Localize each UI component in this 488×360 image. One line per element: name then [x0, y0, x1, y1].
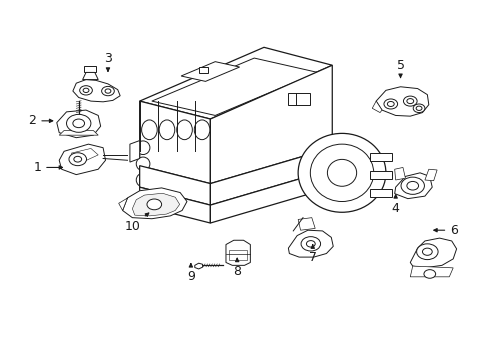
- Text: 6: 6: [433, 224, 457, 237]
- Ellipse shape: [142, 120, 157, 140]
- Text: 7: 7: [308, 245, 316, 264]
- Text: 1: 1: [33, 161, 62, 174]
- Polygon shape: [119, 198, 127, 211]
- Polygon shape: [122, 188, 186, 219]
- Ellipse shape: [298, 134, 385, 212]
- Circle shape: [83, 88, 89, 93]
- Circle shape: [416, 244, 437, 260]
- Text: 9: 9: [186, 264, 194, 283]
- Circle shape: [403, 96, 416, 106]
- Polygon shape: [394, 173, 431, 199]
- Polygon shape: [394, 167, 405, 180]
- Ellipse shape: [327, 159, 356, 186]
- Polygon shape: [371, 101, 381, 113]
- Circle shape: [423, 270, 435, 278]
- Ellipse shape: [159, 120, 174, 140]
- Polygon shape: [57, 110, 101, 138]
- Circle shape: [80, 86, 92, 95]
- Ellipse shape: [194, 120, 209, 140]
- Ellipse shape: [136, 173, 150, 187]
- Circle shape: [306, 240, 315, 247]
- Polygon shape: [59, 144, 105, 175]
- Circle shape: [406, 181, 418, 190]
- Polygon shape: [130, 140, 140, 162]
- Bar: [83, 66, 96, 72]
- Circle shape: [422, 248, 431, 255]
- Polygon shape: [288, 230, 332, 257]
- Text: 10: 10: [124, 213, 148, 233]
- Bar: [369, 171, 391, 179]
- Ellipse shape: [136, 157, 150, 171]
- Bar: [369, 153, 391, 161]
- Circle shape: [406, 99, 413, 104]
- Polygon shape: [409, 238, 456, 268]
- Polygon shape: [140, 47, 331, 119]
- Circle shape: [69, 153, 86, 166]
- Bar: [228, 249, 247, 260]
- Polygon shape: [140, 166, 210, 205]
- Text: 4: 4: [391, 195, 399, 215]
- Ellipse shape: [136, 141, 150, 154]
- Text: 3: 3: [104, 51, 112, 71]
- Circle shape: [415, 106, 421, 111]
- Polygon shape: [140, 101, 210, 184]
- Circle shape: [386, 102, 393, 107]
- Circle shape: [412, 104, 424, 113]
- Circle shape: [400, 177, 424, 194]
- Circle shape: [74, 156, 81, 162]
- Polygon shape: [59, 131, 98, 135]
- Ellipse shape: [310, 144, 373, 202]
- Polygon shape: [71, 148, 98, 164]
- Polygon shape: [152, 58, 317, 116]
- Ellipse shape: [176, 120, 192, 140]
- Polygon shape: [140, 187, 210, 223]
- Text: 8: 8: [233, 258, 241, 278]
- Polygon shape: [210, 65, 331, 184]
- Polygon shape: [210, 148, 331, 205]
- Polygon shape: [82, 72, 98, 80]
- Polygon shape: [298, 218, 315, 230]
- Circle shape: [147, 199, 161, 210]
- Polygon shape: [225, 240, 250, 265]
- Text: 5: 5: [396, 59, 404, 78]
- Text: 2: 2: [28, 114, 53, 127]
- Polygon shape: [424, 169, 436, 181]
- Circle shape: [66, 114, 91, 132]
- Bar: [198, 67, 208, 73]
- Circle shape: [102, 86, 114, 96]
- Polygon shape: [409, 266, 452, 277]
- Polygon shape: [210, 169, 331, 223]
- Circle shape: [105, 89, 111, 93]
- Polygon shape: [181, 62, 239, 81]
- Polygon shape: [194, 263, 202, 269]
- Circle shape: [301, 237, 320, 251]
- Circle shape: [73, 119, 84, 128]
- Polygon shape: [132, 193, 179, 216]
- Bar: [369, 189, 391, 197]
- Polygon shape: [375, 87, 428, 116]
- Polygon shape: [73, 80, 120, 102]
- Bar: [288, 93, 310, 105]
- Circle shape: [383, 99, 397, 109]
